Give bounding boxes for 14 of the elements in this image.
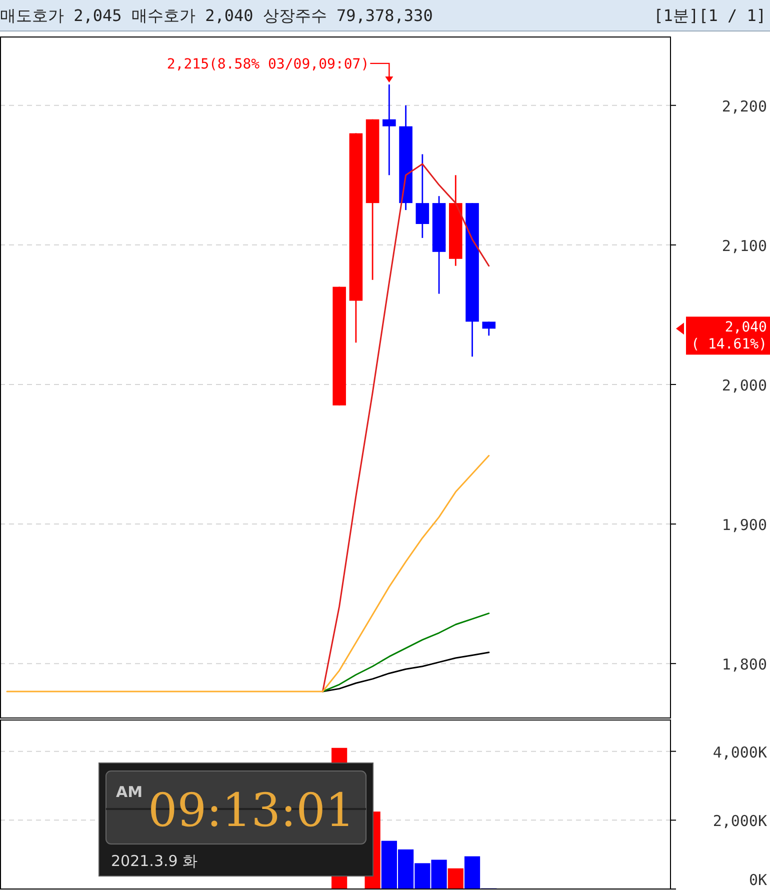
y-tick-label: 2,000K	[712, 812, 767, 830]
y-tick-label: 0K	[748, 871, 767, 889]
annotation: 09:13:01	[148, 783, 355, 837]
y-tick-label: 2,100	[722, 236, 767, 255]
annotation: AM	[116, 783, 143, 801]
y-tick-label: 1,800	[722, 656, 767, 674]
annotation: 2021.3.9 화	[111, 852, 198, 870]
y-tick-label: 4,000K	[712, 743, 767, 762]
y-tick-label: 2,000	[722, 376, 767, 394]
annotation: 2,215(8.58% 03/09,09:07)	[166, 56, 370, 72]
y-tick-label: 2,200	[722, 97, 767, 116]
y-tick-label: 1,900	[722, 516, 767, 534]
chart-title: 매도호가 2,045 매수호가 2,040 상장주수 79,378,330	[0, 6, 433, 25]
text: [1분][1 / 1]	[654, 6, 766, 25]
